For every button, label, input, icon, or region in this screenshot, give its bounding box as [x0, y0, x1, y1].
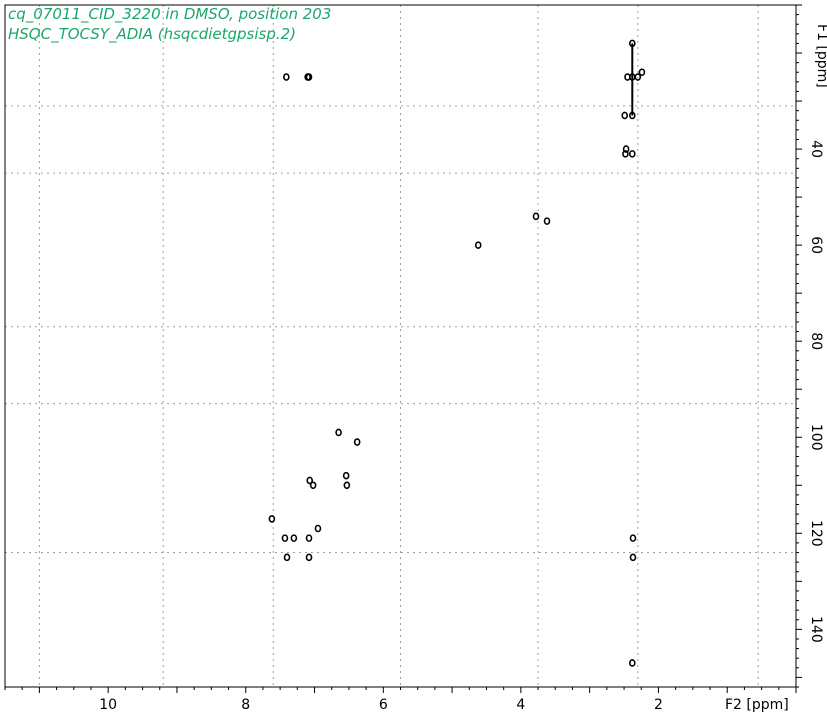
peak-contour — [629, 553, 637, 562]
peak-contour — [622, 145, 630, 153]
peaks — [268, 39, 646, 667]
peak-contour — [474, 241, 482, 249]
grid — [5, 5, 796, 687]
peak-contour — [305, 553, 313, 562]
y-axis: 40 60 80 100 120 140 — [796, 4, 824, 688]
peak-contour — [342, 471, 350, 480]
x-tick-label: 6 — [379, 697, 388, 713]
peak-contour — [309, 481, 317, 490]
y-tick-label: 60 — [808, 236, 824, 254]
peak-contour — [283, 553, 291, 562]
peak-contour — [305, 73, 313, 81]
peak-contour — [305, 534, 313, 542]
x-axis: 10 8 6 4 2 — [4, 687, 797, 713]
y-tick-label: 120 — [808, 520, 824, 547]
peak-contour — [306, 476, 314, 485]
peak-contour — [314, 524, 322, 533]
y-tick-label: 140 — [808, 616, 824, 643]
chart-subtitle: HSQC_TOCSY_ADIA (hsqcdietgpsisp.2) — [8, 25, 296, 44]
y-tick-label: 100 — [808, 424, 824, 451]
x-tick-label: 10 — [99, 697, 117, 713]
peak-contour — [629, 534, 637, 542]
peak-contour — [622, 150, 629, 158]
y-tick-label: 40 — [808, 140, 824, 158]
peak-contour — [543, 217, 551, 225]
peak-contour — [628, 150, 636, 158]
peak-contour — [353, 438, 361, 446]
y-tick-label: 80 — [808, 332, 824, 350]
x-tick-label: 2 — [654, 697, 663, 713]
peak-contour — [621, 111, 629, 120]
peak-contour — [634, 73, 642, 81]
peak-contour — [281, 534, 289, 542]
chart-title: cq_07011_CID_3220 in DMSO, position 203 — [8, 5, 331, 24]
x-tick-label: 4 — [516, 697, 525, 713]
peak-contour — [283, 73, 290, 81]
peak-contour — [638, 68, 646, 77]
x-tick-label: 8 — [241, 697, 250, 713]
peak-contour — [268, 515, 276, 523]
x-axis-label: F2 [ppm] — [725, 697, 789, 713]
peak-contour — [335, 428, 342, 437]
y-axis-label: F1 [ppm] — [814, 24, 827, 88]
peak-contour — [290, 534, 298, 542]
peak-contour — [624, 73, 631, 81]
peak-contour — [343, 481, 351, 490]
peak-contour — [628, 659, 636, 667]
peak-contour — [532, 212, 540, 221]
